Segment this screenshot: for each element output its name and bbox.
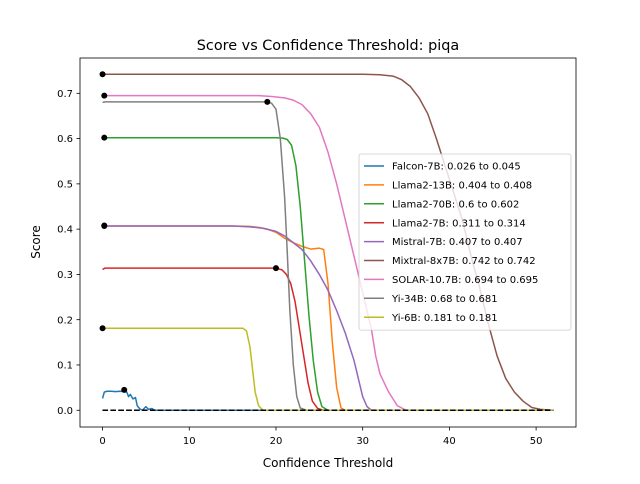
legend-entry-0: Falcon-7B: 0.026 to 0.045: [392, 162, 521, 173]
legend-entry-7: Yi-34B: 0.68 to 0.681: [391, 294, 498, 305]
x-tick-label: 20: [270, 436, 283, 447]
y-tick-label: 0.2: [57, 315, 73, 326]
series-max-marker-5: [99, 71, 106, 78]
legend-box: [358, 153, 572, 331]
x-tick-label: 50: [530, 436, 543, 447]
series-max-marker-4: [101, 222, 108, 229]
legend-entry-5: Mixtral-8x7B: 0.742 to 0.742: [392, 256, 536, 267]
series-line-7: [102, 101, 554, 411]
legend-entry-2: Llama2-70B: 0.6 to 0.602: [392, 199, 519, 210]
legend-entry-1: Llama2-13B: 0.404 to 0.408: [392, 181, 532, 192]
legend-entry-3: Llama2-7B: 0.311 to 0.314: [392, 218, 526, 229]
y-tick-label: 0.0: [57, 406, 73, 417]
x-tick-label: 0: [99, 436, 105, 447]
legend-entry-8: Yi-6B: 0.181 to 0.181: [391, 313, 498, 324]
plot-frame: [79, 57, 577, 428]
y-tick-label: 0.7: [57, 89, 73, 100]
series-line-0: [101, 390, 554, 411]
series-max-marker-8: [99, 325, 106, 332]
y-tick-label: 0.5: [57, 179, 73, 190]
series-max-marker-6: [101, 92, 108, 99]
y-axis-label: Score: [29, 225, 43, 259]
y-tick-label: 0.3: [57, 270, 73, 281]
chart-title: Score vs Confidence Threshold: piqa: [197, 38, 459, 54]
series-line-3: [102, 267, 554, 411]
legend: Falcon-7B: 0.026 to 0.045 Llama2-13B: 0.4…: [358, 153, 572, 331]
x-axis-label: Confidence Threshold: [263, 456, 393, 470]
legend-entry-4: Mistral-7B: 0.407 to 0.407: [392, 237, 523, 248]
x-tick-label: 10: [183, 436, 196, 447]
x-tick-label: 40: [443, 436, 456, 447]
y-tick-label: 0.4: [57, 225, 73, 236]
plot-area: [101, 73, 554, 411]
y-tick-label: 0.6: [57, 134, 73, 145]
series-line-4: [102, 225, 554, 411]
series-max-marker-3: [272, 265, 279, 272]
series-max-marker-7: [264, 98, 271, 105]
series-line-8: [102, 327, 554, 411]
y-tick-label: 0.1: [57, 361, 73, 372]
series-max-marker-2: [101, 134, 108, 141]
series-line-6: [102, 94, 554, 411]
x-tick-label: 30: [356, 436, 369, 447]
series-line-2: [102, 136, 554, 411]
series-max-marker-0: [121, 386, 128, 393]
legend-entry-6: SOLAR-10.7B: 0.694 to 0.695: [392, 275, 538, 286]
